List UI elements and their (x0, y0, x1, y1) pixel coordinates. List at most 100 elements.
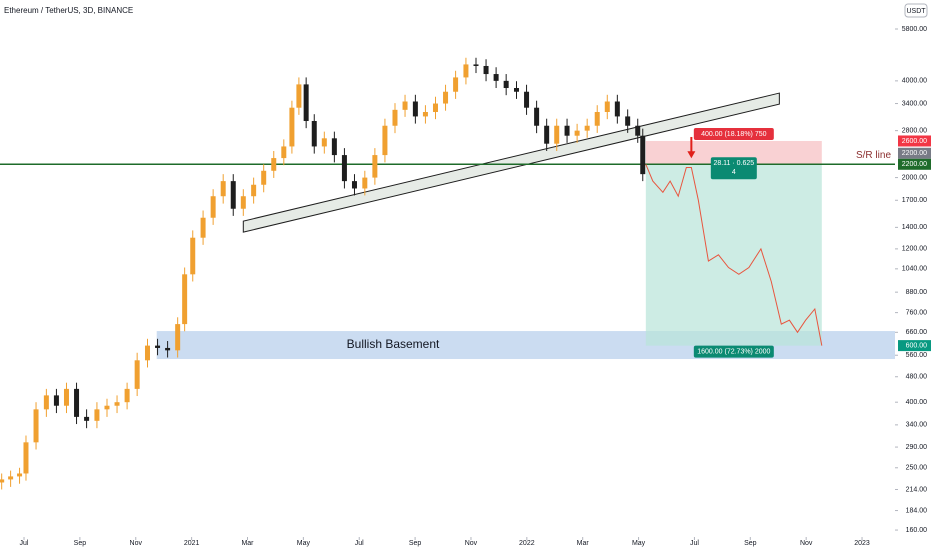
candle-body (635, 125, 641, 136)
x-tick-label: 2023 (854, 540, 870, 547)
candle-body (412, 101, 418, 117)
candle-body (584, 125, 590, 131)
plot-area: Bullish Basement S/R line (0, 57, 895, 490)
candle-body (261, 170, 267, 185)
candle-body (303, 84, 309, 122)
x-tick-label: May (632, 540, 646, 547)
candle-body (392, 109, 398, 126)
candle-body (574, 130, 580, 136)
arrow-head (687, 151, 696, 159)
price-label: 2200.00 (902, 161, 927, 168)
candle-body (625, 116, 631, 126)
candle-body (134, 360, 140, 389)
target-label-bg (693, 345, 774, 358)
candle-body (453, 77, 459, 92)
candle-body (53, 395, 59, 406)
candle-body (240, 196, 246, 209)
candle-body (155, 345, 161, 348)
candle-body (182, 274, 188, 325)
candle-body (473, 64, 479, 66)
y-tick-label: 3400.00 (902, 100, 927, 107)
x-tick-label: Jul (355, 540, 364, 547)
candle-body (534, 107, 540, 126)
candle-body (165, 347, 171, 351)
chart-title: Ethereum / TetherUS, 3D, BINANCE (4, 6, 133, 15)
price-label: 2200.00 (902, 150, 927, 157)
candle-body (331, 138, 337, 156)
x-tick-label: Mar (577, 540, 590, 547)
candle-body (33, 409, 39, 443)
x-tick-label: May (297, 540, 311, 547)
stop-zone (645, 140, 822, 165)
y-tick-label: 290.00 (906, 444, 928, 451)
y-tick-label: 5800.00 (902, 26, 927, 33)
y-tick-label: 760.00 (906, 309, 928, 316)
price-label: 600.00 (906, 342, 928, 349)
y-tick-label: 214.00 (906, 486, 928, 493)
candle-body (220, 181, 226, 197)
candle-body (382, 125, 388, 156)
candle-body (311, 121, 317, 147)
zone-label: Bullish Basement (347, 337, 440, 351)
candle-body (614, 101, 620, 117)
y-tick-label: 660.00 (906, 329, 928, 336)
candle-body (513, 88, 519, 92)
x-tick-label: Nov (130, 540, 143, 547)
candle-body (281, 146, 287, 159)
y-tick-label: 480.00 (906, 374, 928, 381)
candle-body (362, 177, 368, 189)
candle-body (351, 181, 357, 189)
candle-body (422, 111, 428, 117)
x-tick-label: 2022 (519, 540, 535, 547)
info-label: 4 (732, 169, 736, 176)
candle-body (114, 402, 120, 406)
candle-body (463, 64, 469, 78)
trend-channel (242, 92, 780, 233)
candle-body (210, 196, 216, 218)
candle-body (144, 345, 150, 361)
candle-body (604, 101, 610, 112)
candle-body (483, 65, 489, 75)
price-label-bg (898, 147, 931, 159)
y-tick-label: 2800.00 (902, 127, 927, 134)
candle-body (104, 405, 110, 410)
candle-body (8, 476, 14, 480)
x-tick-label: Sep (744, 540, 757, 547)
info-label: 28.11 · 0.625 (713, 160, 754, 167)
price-label-bg (898, 340, 931, 352)
price-label-bg (898, 158, 931, 170)
y-tick-label: 160.00 (906, 527, 928, 534)
price-label-bg (898, 135, 931, 147)
x-tick-label: Sep (74, 540, 87, 547)
target-zone (645, 164, 822, 346)
y-tick-label: 1200.00 (902, 246, 927, 253)
candle-body (190, 237, 196, 275)
y-tick-label: 560.00 (906, 352, 928, 359)
candle-body (74, 388, 80, 417)
candle-body (94, 409, 100, 421)
candle-body (402, 101, 408, 110)
candle-body (0, 479, 5, 483)
unit-label: USDT (906, 8, 926, 15)
candle-body (594, 111, 600, 126)
target-label: 1600.00 (72.73%) 2000 (697, 348, 770, 355)
sr-label: S/R line (856, 150, 891, 161)
x-tick-label: Mar (241, 540, 254, 547)
candle-body (296, 84, 302, 108)
y-tick-label: 340.00 (906, 422, 928, 429)
candle-body (564, 125, 570, 136)
x-tick-label: Jul (690, 540, 699, 547)
y-tick-label: 250.00 (906, 465, 928, 472)
candle-body (230, 181, 236, 209)
price-label: 2600.00 (902, 138, 927, 145)
candle-body (372, 155, 378, 178)
unit-badge[interactable] (904, 3, 928, 18)
stop-label: 400.00 (18.18%) 750 (701, 131, 766, 138)
x-tick-label: Nov (465, 540, 478, 547)
candle-body (321, 138, 327, 147)
candle-body (200, 217, 206, 238)
candle-body (43, 395, 49, 410)
x-tick-label: Sep (409, 540, 422, 547)
candle-body (341, 155, 347, 182)
